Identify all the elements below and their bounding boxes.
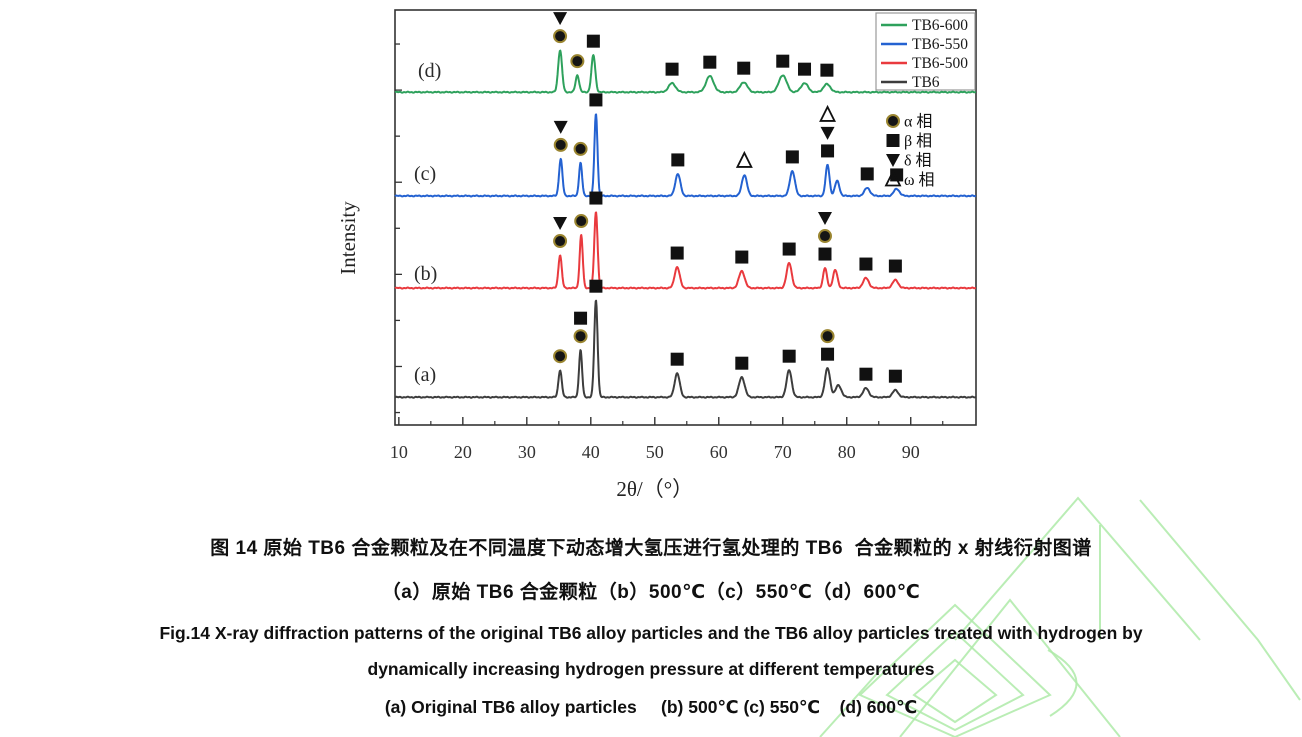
trace-TB6-600 <box>394 49 977 94</box>
delta-phase-marker <box>553 217 568 231</box>
x-tick-label: 60 <box>710 442 728 462</box>
x-tick-label: 30 <box>518 442 536 462</box>
alpha-phase-marker <box>570 54 585 69</box>
x-tick-label: 50 <box>646 442 664 462</box>
delta-phase-marker <box>820 126 835 140</box>
x-tick-label: 90 <box>902 442 920 462</box>
beta-phase-marker <box>785 150 799 164</box>
caption-chinese-subtitle: （a）原始 TB6 合金颗粒（b）500℃（c）550℃（d）600℃ <box>381 582 921 603</box>
alpha-phase-marker <box>573 141 588 156</box>
watermark-line <box>1047 649 1078 717</box>
trace-TB6-500 <box>394 211 977 290</box>
beta-phase-marker <box>735 250 749 264</box>
beta-phase-marker <box>886 134 900 147</box>
beta-phase-marker <box>820 63 834 77</box>
series-label-c: (c) <box>414 163 436 185</box>
alpha-phase-marker <box>553 349 568 364</box>
beta-phase-marker <box>671 153 685 167</box>
beta-phase-marker <box>860 167 874 181</box>
watermark-line <box>899 598 1121 737</box>
legend-label-TB6-550: TB6-550 <box>912 36 968 53</box>
phase-legend-label-1: β 相 <box>904 132 932 150</box>
delta-phase-marker <box>553 12 568 26</box>
x-tick-label: 10 <box>390 442 408 462</box>
delta-phase-marker <box>553 120 568 134</box>
watermark-line <box>819 667 883 737</box>
watermark-line <box>1139 499 1301 701</box>
beta-phase-marker <box>782 349 796 363</box>
xrd-chart: 10 20 30 40 50 60 70 80 90 2θ/（°） Intensity (a) (b) (… <box>336 9 977 501</box>
omega-phase-marker <box>735 150 753 168</box>
trace-TB6 <box>394 299 977 399</box>
beta-phase-marker <box>821 144 835 158</box>
beta-phase-marker <box>782 242 796 256</box>
phase-legend-label-2: δ 相 <box>904 152 932 170</box>
alpha-phase-marker <box>574 214 589 229</box>
beta-phase-marker <box>735 356 749 370</box>
beta-phase-marker <box>888 369 902 383</box>
x-tick-label: 20 <box>454 442 472 462</box>
caption-english-title-line2: dynamically increasing hydrogen pressure… <box>367 659 935 679</box>
beta-phase-marker <box>589 191 603 205</box>
alpha-phase-marker <box>553 29 568 44</box>
legend-label-TB6-600: TB6-600 <box>912 17 968 34</box>
legend-label-TB6-500: TB6-500 <box>912 55 968 72</box>
beta-phase-marker <box>859 257 873 271</box>
alpha-phase-marker <box>886 114 900 128</box>
beta-phase-marker <box>888 259 902 273</box>
caption-english-subtitle: (a) Original TB6 alloy particles (b) 500… <box>384 697 918 717</box>
x-axis-label: 2θ/（°） <box>616 477 693 501</box>
beta-phase-marker <box>821 347 835 361</box>
x-tick-label: 70 <box>774 442 792 462</box>
watermark-line <box>858 603 1052 737</box>
phase-legend-label-3: ω 相 <box>904 171 935 189</box>
beta-phase-marker <box>818 247 832 261</box>
beta-phase-marker <box>798 62 812 76</box>
beta-phase-marker <box>589 93 603 107</box>
caption-chinese-title: 图 14 原始 TB6 合金颗粒及在不同温度下动态增大氢压进行氢处理的 TB6 … <box>210 538 1092 559</box>
watermark-line <box>912 658 998 724</box>
plot-frame <box>394 9 977 426</box>
beta-phase-marker <box>589 279 603 293</box>
beta-phase-marker <box>670 246 684 260</box>
alpha-phase-marker <box>553 137 568 152</box>
delta-phase-marker <box>817 212 832 226</box>
alpha-phase-marker <box>553 234 568 249</box>
legend-label-TB6: TB6 <box>912 74 940 91</box>
x-tick-label: 80 <box>838 442 856 462</box>
beta-phase-marker <box>670 352 684 366</box>
series-label-b: (b) <box>414 263 437 285</box>
phase-legend-label-0: α 相 <box>904 113 932 131</box>
series-label-d: (d) <box>418 60 441 82</box>
beta-phase-marker <box>665 62 679 76</box>
alpha-phase-marker <box>573 329 588 344</box>
beta-phase-marker <box>859 367 873 381</box>
beta-phase-marker <box>574 311 588 325</box>
beta-phase-marker <box>586 34 600 48</box>
caption-english-title-line1: Fig.14 X-ray diffraction patterns of the… <box>159 623 1143 643</box>
omega-phase-marker <box>819 104 837 122</box>
watermark-line <box>954 496 1201 641</box>
beta-phase-marker <box>776 54 790 68</box>
omega-phase-marker <box>884 169 902 187</box>
y-axis-label: Intensity <box>336 201 360 275</box>
trace-TB6-550 <box>394 113 977 198</box>
beta-phase-marker <box>737 61 751 75</box>
beta-phase-marker <box>703 55 717 69</box>
alpha-phase-marker <box>817 229 832 244</box>
series-label-a: (a) <box>414 364 436 386</box>
x-tick-label: 40 <box>582 442 600 462</box>
delta-phase-marker <box>886 154 900 167</box>
alpha-phase-marker <box>820 329 835 344</box>
watermark-line <box>885 630 1025 732</box>
xrd-chart-canvas: 10 20 30 40 50 60 70 80 90 2θ/（°） Intensity (a) (b) (… <box>336 9 977 501</box>
